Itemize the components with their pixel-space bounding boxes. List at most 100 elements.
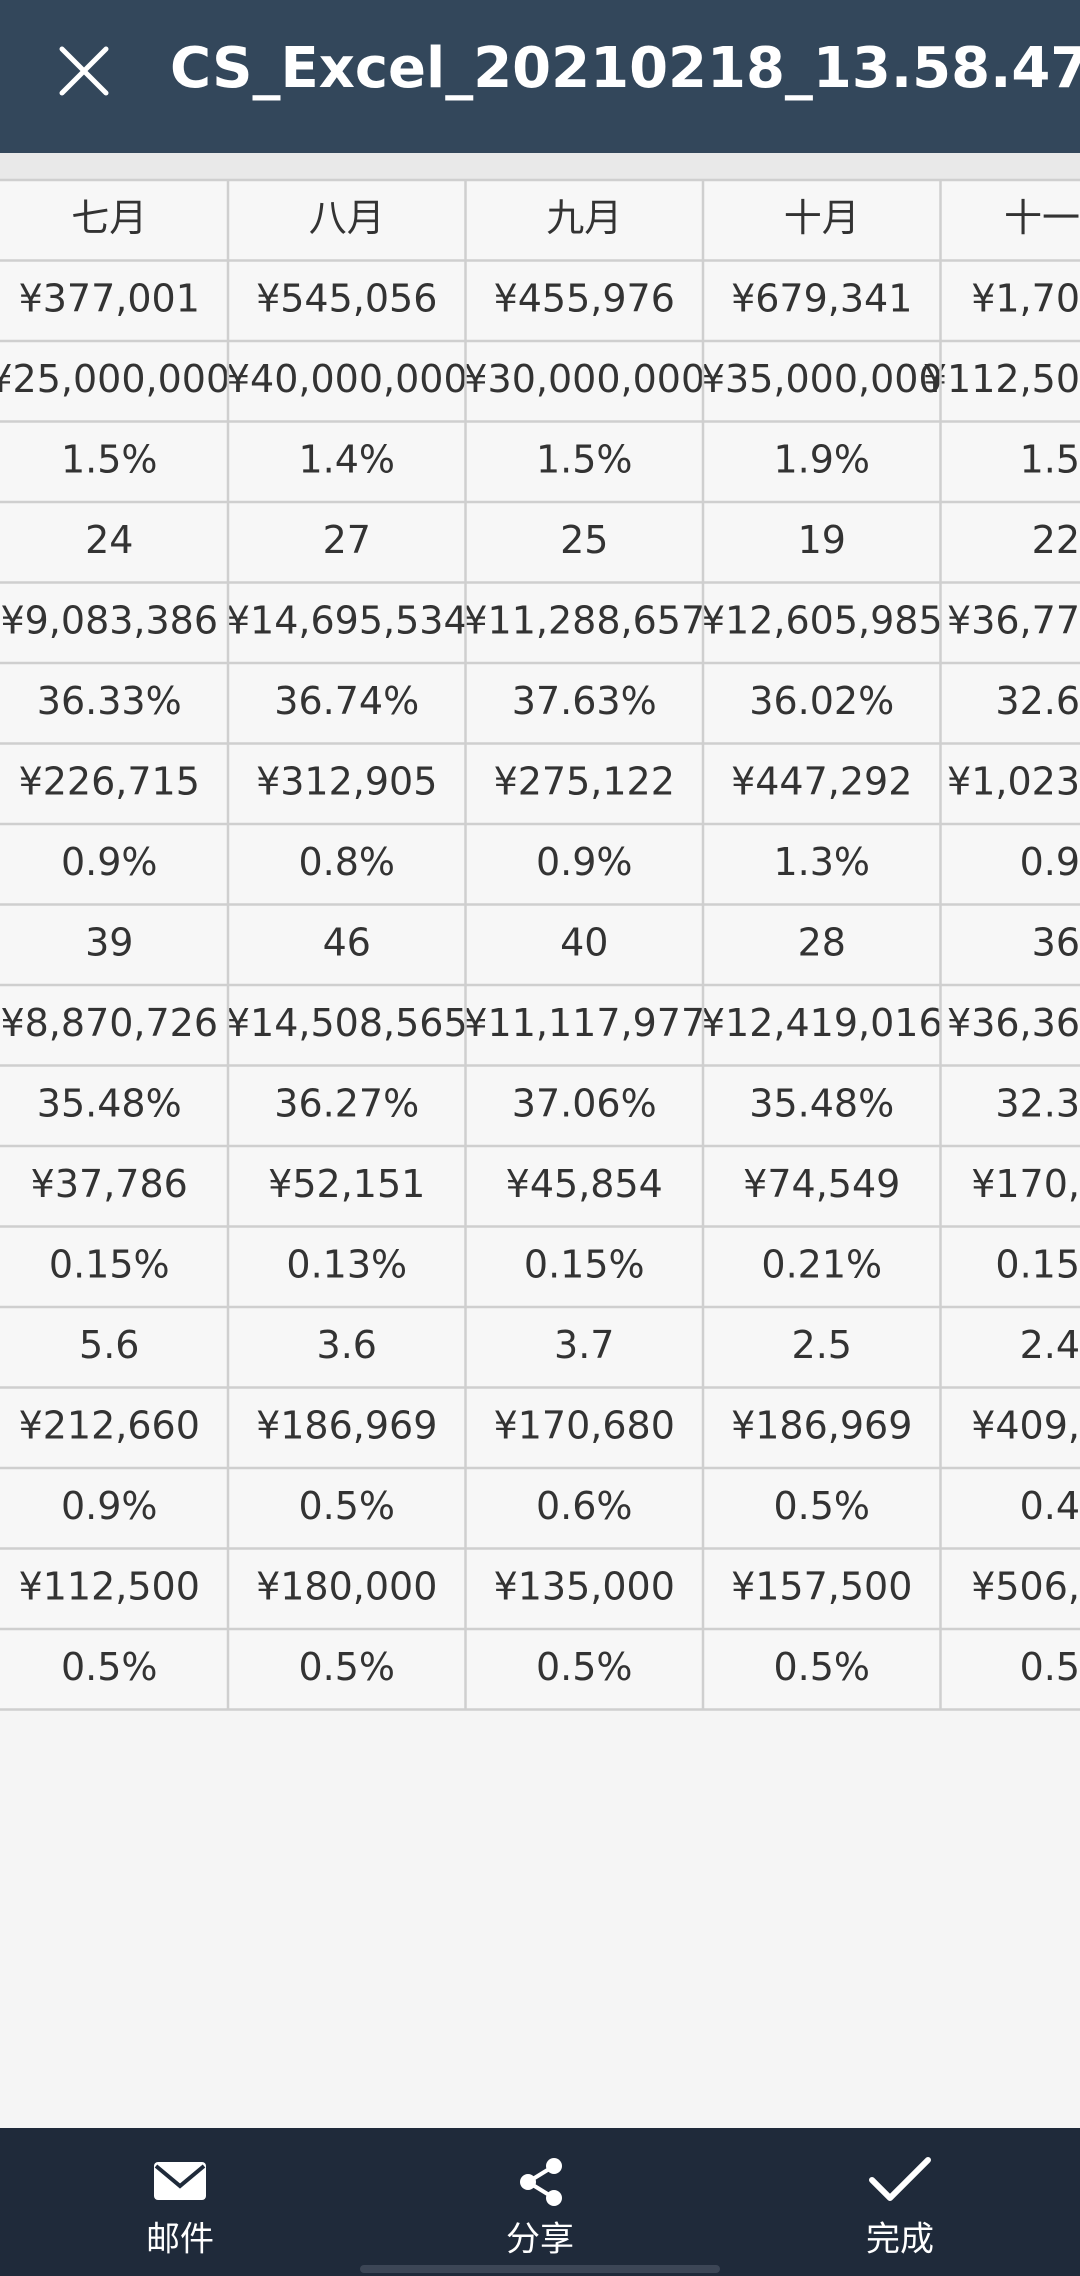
cell-text: 1.5% xyxy=(536,437,633,481)
cell-text: ¥170,680 xyxy=(494,1403,675,1447)
column-header: 九月 xyxy=(546,196,622,240)
cell-text: ¥25,000,000 xyxy=(0,357,230,401)
cell-text: ¥30,000,000 xyxy=(463,357,705,401)
cell-text: 35.48% xyxy=(749,1081,894,1125)
cell-text: ¥9,083,386 xyxy=(0,598,218,642)
cell-text: ¥12,419,016 xyxy=(701,1001,943,1045)
cell-text: ¥36,77 xyxy=(947,598,1080,642)
cell-text: ¥12,605,985 xyxy=(701,598,943,642)
cell-text: 0.9 xyxy=(1020,840,1080,884)
cell-text: ¥36,36 xyxy=(947,1001,1080,1045)
cell-text: 0.15% xyxy=(49,1242,170,1286)
cell-text: 0.15% xyxy=(524,1242,645,1286)
cell-text: 3.7 xyxy=(554,1323,614,1367)
cell-text: ¥455,976 xyxy=(494,276,675,320)
cell-text: ¥11,288,657 xyxy=(463,598,705,642)
cell-text: 35.48% xyxy=(37,1081,182,1125)
cell-text: ¥275,122 xyxy=(494,759,675,803)
cell-text: 1.3% xyxy=(773,840,870,884)
cell-text: 2.4 xyxy=(1020,1323,1080,1367)
cell-text: ¥14,508,565 xyxy=(226,1001,468,1045)
header-shadow xyxy=(0,153,1080,180)
share-label: 分享 xyxy=(506,2220,574,2260)
cell-text: ¥1,70 xyxy=(971,276,1080,320)
cell-text: 24 xyxy=(85,518,133,562)
cell-text: 37.06% xyxy=(512,1081,657,1125)
cell-text: ¥186,969 xyxy=(256,1403,437,1447)
cell-text: ¥52,151 xyxy=(268,1162,425,1206)
mail-button[interactable]: 邮件 xyxy=(146,2162,214,2260)
cell-text: 40 xyxy=(560,920,608,964)
cell-text: 37.63% xyxy=(512,679,657,723)
cell-text: 32.3 xyxy=(995,1081,1080,1125)
cell-text: 1.5% xyxy=(61,437,158,481)
cell-text: ¥170, xyxy=(971,1162,1080,1206)
cell-text: ¥447,292 xyxy=(731,759,912,803)
cell-text: ¥35,000,000 xyxy=(701,357,943,401)
cell-text: ¥112,50 xyxy=(923,357,1080,401)
mail-label: 邮件 xyxy=(146,2220,214,2260)
cell-text: ¥377,001 xyxy=(19,276,200,320)
cell-text: 0.6% xyxy=(536,1484,633,1528)
cell-text: 5.6 xyxy=(79,1323,139,1367)
app-bar xyxy=(0,0,1080,153)
cell-text: 39 xyxy=(85,920,133,964)
cell-text: 22 xyxy=(1032,518,1080,562)
cell-text: ¥679,341 xyxy=(731,276,912,320)
cell-text: 0.21% xyxy=(761,1242,882,1286)
cell-text: 0.5% xyxy=(536,1645,633,1689)
cell-text: ¥186,969 xyxy=(731,1403,912,1447)
cell-text: 0.5% xyxy=(61,1645,158,1689)
table-body xyxy=(0,180,1080,1710)
share-button[interactable]: 分享 xyxy=(506,2158,574,2260)
done-button[interactable]: 完成 xyxy=(866,2157,934,2260)
cell-text: 36.33% xyxy=(37,679,182,723)
cell-text: 0.5% xyxy=(773,1484,870,1528)
cell-text: 46 xyxy=(323,920,371,964)
cell-text: 0.15 xyxy=(995,1242,1080,1286)
cell-text: 32.6 xyxy=(995,679,1080,723)
cell-text: 0.5% xyxy=(773,1645,870,1689)
cell-text: ¥112,500 xyxy=(19,1564,200,1608)
done-label: 完成 xyxy=(866,2220,934,2260)
table: 七月 八月 九月 十月 十一 ¥377,001 ¥545,056 ¥455,976 ¥679,3… xyxy=(0,178,1080,1711)
column-header: 七月 xyxy=(71,196,147,240)
cell-text: 1.9% xyxy=(773,437,870,481)
cell-text: 0.13% xyxy=(286,1242,407,1286)
cell-text: ¥409, xyxy=(971,1403,1080,1447)
cell-text: ¥312,905 xyxy=(256,759,437,803)
cell-text: 0.5 xyxy=(1020,1645,1080,1689)
cell-text: 19 xyxy=(798,518,846,562)
bottom-bar xyxy=(0,2128,1080,2276)
cell-text: 28 xyxy=(798,920,846,964)
cell-text: ¥135,000 xyxy=(494,1564,675,1608)
cell-text: 1.4% xyxy=(298,437,395,481)
close-button[interactable] xyxy=(59,46,109,96)
cell-text: 0.5% xyxy=(298,1484,395,1528)
cell-text: 0.5% xyxy=(298,1645,395,1689)
cell-text: 36.74% xyxy=(274,679,419,723)
cell-text: 0.4 xyxy=(1020,1484,1080,1528)
cell-text: ¥180,000 xyxy=(256,1564,437,1608)
file-title: CS_Excel_20210218_13.58.47.xl... xyxy=(170,36,1080,101)
column-header: 十月 xyxy=(784,196,860,240)
cell-text: ¥37,786 xyxy=(31,1162,188,1206)
cell-text: ¥74,549 xyxy=(743,1162,900,1206)
home-indicator xyxy=(360,2265,720,2273)
cell-text: 0.9% xyxy=(536,840,633,884)
cell-text: 36.27% xyxy=(274,1081,419,1125)
cell-text: 0.8% xyxy=(298,840,395,884)
cell-text: ¥545,056 xyxy=(256,276,437,320)
column-header: 八月 xyxy=(309,196,385,240)
cell-text: 0.9% xyxy=(61,840,158,884)
cell-text: ¥40,000,000 xyxy=(226,357,468,401)
cell-text: 2.5 xyxy=(792,1323,852,1367)
cell-text: ¥45,854 xyxy=(506,1162,663,1206)
cell-text: ¥8,870,726 xyxy=(0,1001,218,1045)
cell-text: ¥14,695,534 xyxy=(226,598,468,642)
cell-text: ¥157,500 xyxy=(731,1564,912,1608)
cell-text: 36 xyxy=(1032,920,1080,964)
cell-text: 3.6 xyxy=(317,1323,377,1367)
cell-text: 1.5 xyxy=(1020,437,1080,481)
